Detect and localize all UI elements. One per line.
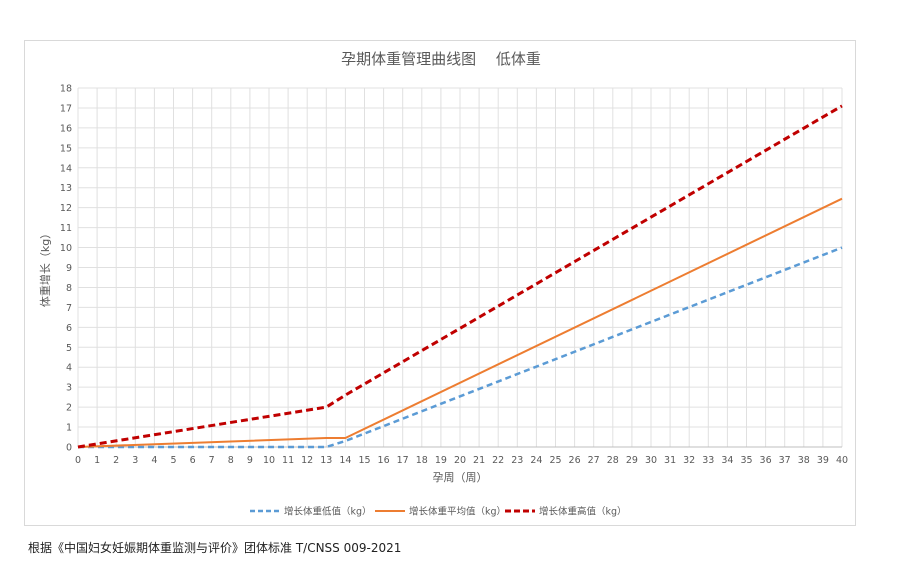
x-tick-label: 1 — [94, 455, 100, 466]
chart-frame: 孕期体重管理曲线图 低体重 0 1 2 3 4 5 6 7 8 9 10 11 12 13 14 15 16 17 1… — [24, 40, 856, 526]
x-tick-label: 31 — [664, 455, 676, 466]
series-line-1 — [78, 246, 843, 449]
x-tick-label: 27 — [588, 455, 600, 466]
legend-label-1: 增长体重低值（kg） — [284, 506, 372, 518]
x-tick-label: 24 — [530, 455, 542, 466]
x-tick-label: 4 — [151, 455, 157, 466]
series-line-3 — [77, 104, 843, 449]
series-line-2 — [77, 197, 843, 448]
legend-label-2: 增长体重平均值（kg） — [409, 506, 506, 518]
x-tick-label: 35 — [740, 455, 752, 466]
x-tick-label: 39 — [817, 455, 829, 466]
x-tick-label: 36 — [760, 455, 772, 466]
y-tick-label: 9 — [66, 263, 72, 274]
x-tick-label: 0 — [75, 455, 81, 466]
x-tick-label: 11 — [282, 455, 294, 466]
x-tick-label: 6 — [190, 455, 196, 466]
x-tick-label: 12 — [301, 455, 313, 466]
chart-title: 孕期体重管理曲线图 低体重 — [341, 50, 541, 68]
x-tick-label: 16 — [378, 455, 390, 466]
x-tick-label: 13 — [320, 455, 332, 466]
x-tick-label: 22 — [492, 455, 504, 466]
x-tick-label: 21 — [473, 455, 485, 466]
x-tick-label: 37 — [779, 455, 791, 466]
x-tick-label: 10 — [263, 455, 275, 466]
x-tick-label: 3 — [132, 455, 138, 466]
y-tick-label: 13 — [60, 183, 72, 194]
x-tick-label: 20 — [454, 455, 466, 466]
y-tick-label: 12 — [60, 203, 72, 214]
x-axis-label: 孕周（周） — [433, 471, 488, 484]
x-tick-label: 32 — [683, 455, 695, 466]
x-tick-label: 29 — [626, 455, 638, 466]
y-tick-label: 7 — [66, 303, 72, 314]
y-tick-label: 11 — [60, 223, 72, 234]
x-tick-label: 18 — [416, 455, 428, 466]
y-tick-label: 16 — [60, 123, 72, 134]
y-tick-label: 10 — [60, 243, 72, 254]
x-tick-label: 15 — [358, 455, 370, 466]
x-tick-label: 23 — [511, 455, 523, 466]
y-tick-label: 2 — [66, 403, 72, 414]
y-tick-label: 5 — [66, 343, 72, 354]
x-tick-label: 19 — [435, 455, 447, 466]
x-tick-label: 33 — [702, 455, 714, 466]
x-tick-label: 5 — [170, 455, 176, 466]
x-tick-label: 14 — [339, 455, 351, 466]
x-tick-label: 30 — [645, 455, 657, 466]
y-tick-label: 4 — [66, 363, 72, 374]
x-tick-label: 9 — [247, 455, 253, 466]
y-tick-label: 15 — [60, 143, 72, 154]
x-tick-label: 38 — [798, 455, 810, 466]
x-tick-label: 26 — [569, 455, 581, 466]
y-tick-label: 6 — [66, 323, 72, 334]
x-tick-label: 25 — [549, 455, 561, 466]
x-tick-label: 28 — [607, 455, 619, 466]
x-tick-label: 2 — [113, 455, 119, 466]
y-tick-label: 14 — [60, 163, 72, 174]
source-caption: 根据《中国妇女妊娠期体重监测与评价》团体标准 T/CNSS 009-2021 — [28, 541, 402, 555]
y-tick-label: 0 — [66, 443, 72, 454]
legend-label-3: 增长体重高值（kg） — [539, 506, 627, 518]
x-tick-label: 7 — [209, 455, 215, 466]
x-tick-label: 34 — [721, 455, 733, 466]
y-tick-label: 3 — [66, 383, 72, 394]
y-axis-label: 体重增长（kg） — [38, 228, 52, 307]
x-tick-label: 8 — [228, 455, 234, 466]
y-tick-label: 17 — [60, 103, 72, 114]
x-tick-label: 40 — [836, 455, 848, 466]
y-tick-label: 8 — [66, 283, 72, 294]
y-tick-label: 18 — [60, 84, 72, 95]
y-tick-label: 1 — [66, 423, 72, 434]
x-tick-label: 17 — [397, 455, 409, 466]
